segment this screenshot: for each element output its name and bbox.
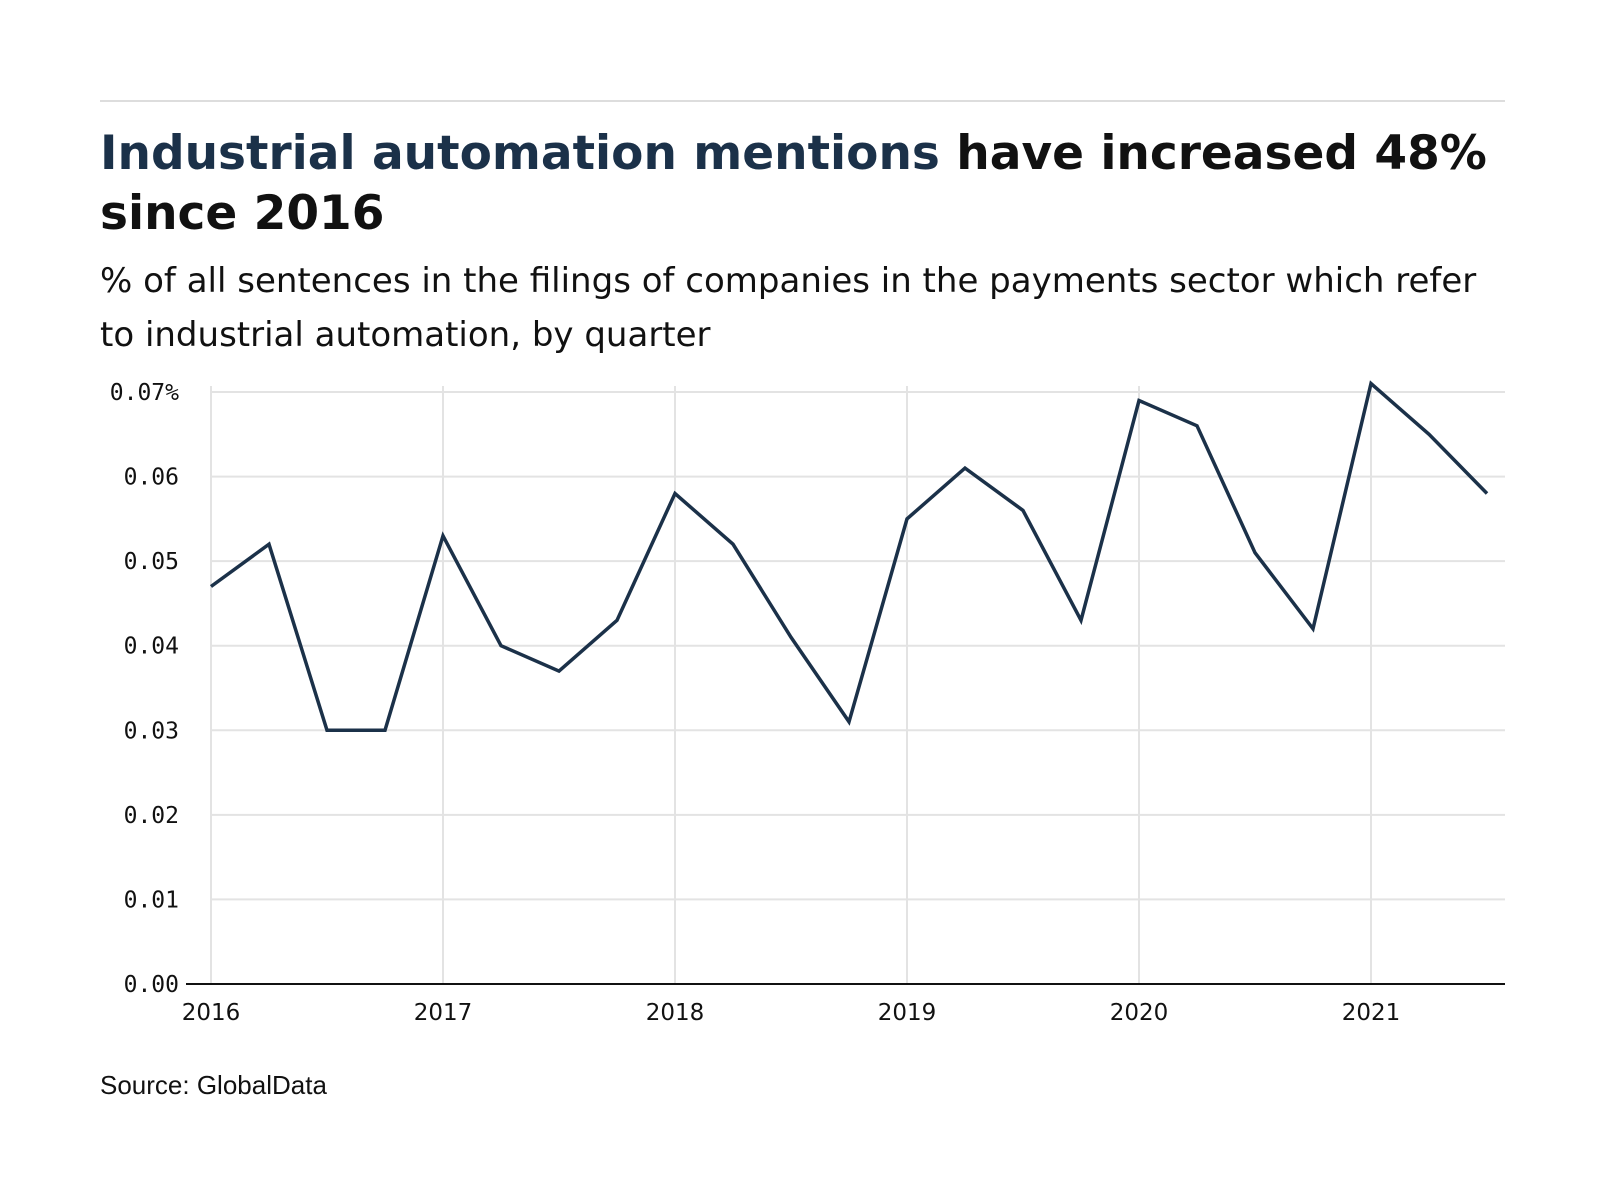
y-tick-label: 0.02 [124, 803, 179, 829]
y-tick-label: 0.06 [124, 465, 179, 491]
y-tick-label: 0.04 [124, 634, 179, 660]
y-tick-label: 0.05 [124, 549, 179, 575]
x-tick-label: 2021 [1342, 1000, 1401, 1026]
chart-title-rest: have increased 48% since 2016 [100, 126, 1487, 241]
series-layer [209, 380, 1489, 733]
top-divider [100, 100, 1505, 102]
chart-title: Industrial automation mentions have incr… [100, 124, 1520, 244]
chart-subtitle: % of all sentences in the filings of com… [100, 261, 1477, 355]
grid-layer [210, 386, 1505, 984]
y-tick-label: 0.01 [124, 887, 179, 913]
y-tick-label: 0.03 [124, 718, 179, 744]
axis-layer: 0.00 0.01 0.02 0.03 0.04 0.05 0.06 0.07% 2016 201… [110, 380, 1505, 1026]
y-tick-label: 0.07% [110, 380, 179, 406]
chart-title-highlight: Industrial automation mentions [100, 126, 940, 181]
series-line [209, 380, 1489, 733]
x-tick-label: 2019 [878, 1000, 937, 1026]
source-note: Source: GlobalData [100, 1070, 327, 1100]
x-tick-label: 2018 [646, 1000, 705, 1026]
x-tick-label: 2016 [182, 1000, 241, 1026]
x-tick-label: 2020 [1110, 1000, 1169, 1026]
y-tick-label: 0.00 [124, 972, 179, 998]
x-tick-label: 2017 [414, 1000, 473, 1026]
